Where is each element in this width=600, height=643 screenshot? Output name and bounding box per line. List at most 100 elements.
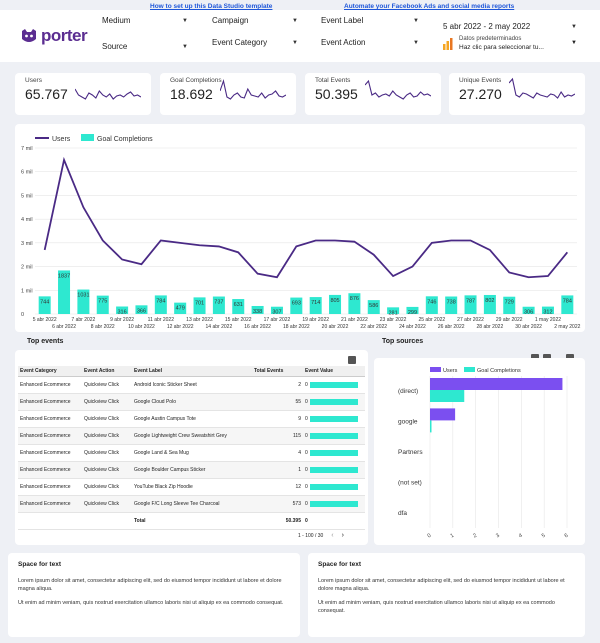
template-setup-link[interactable]: How to set up this Data Studio template: [150, 3, 273, 10]
event-action-filter[interactable]: Event Action ▼: [321, 38, 419, 47]
event-value-cell: 0: [303, 495, 365, 513]
x-tick-label: 4: [518, 533, 524, 540]
event-value-bar: [309, 416, 358, 422]
event-category-filter[interactable]: Event Category ▼: [212, 38, 298, 47]
campaign-filter[interactable]: Campaign ▼: [212, 16, 298, 25]
chevron-right-icon[interactable]: ›: [341, 532, 344, 539]
scorecard-value: 18.692: [170, 86, 213, 102]
text-block-paragraph: Lorem ipsum dolor sit amet, consectetur …: [18, 578, 282, 592]
column-header[interactable]: Event Category: [18, 366, 82, 377]
total-label: Total: [132, 512, 252, 530]
event-value-number: 0: [305, 501, 308, 507]
x-tick-label: 24 abr 2022: [399, 324, 426, 330]
table-row[interactable]: Enhanced Ecommerce Quickview Click Google …: [18, 495, 365, 513]
total-events-cell: 115: [252, 427, 303, 445]
column-header[interactable]: Event Action: [82, 366, 132, 377]
table-row[interactable]: Enhanced Ecommerce Quickview Click Google …: [18, 461, 365, 479]
event-label-filter[interactable]: Event Label ▼: [321, 16, 419, 25]
table-row[interactable]: Enhanced Ecommerce Quickview Click Android…: [18, 376, 365, 394]
goal-bar: [367, 300, 380, 314]
event-category-cell: Enhanced Ecommerce: [18, 410, 82, 428]
users-bar: [430, 378, 563, 390]
event-category-cell: Enhanced Ecommerce: [18, 393, 82, 411]
chevron-left-icon[interactable]: ‹: [331, 532, 334, 539]
x-tick-label: 19 abr 2022: [302, 317, 329, 323]
total-events-cell: 573: [252, 495, 303, 513]
legend-users-swatch: [430, 367, 441, 372]
x-tick-label: 23 abr 2022: [380, 317, 407, 323]
event-action-cell: Quickview Click: [82, 410, 132, 428]
goal-bar: [290, 297, 303, 314]
scorecard-label: Unique Events: [459, 77, 502, 84]
goal-bar: [541, 306, 554, 314]
x-tick-label: 15 abr 2022: [225, 317, 252, 323]
chart-legend: Users Goal Completions: [35, 134, 153, 143]
table-row[interactable]: Enhanced Ecommerce Quickview Click Google …: [18, 393, 365, 411]
goal-bar: [387, 307, 400, 314]
event-value-number: 0: [305, 399, 308, 405]
top-events-card: Event Category Event Action Event Label …: [15, 350, 368, 545]
event-value-cell: 0: [303, 461, 365, 479]
porter-logo: porter: [20, 26, 88, 46]
goal-bar: [329, 294, 342, 314]
event-action-cell: Quickview Click: [82, 495, 132, 513]
event-category-cell: Enhanced Ecommerce: [18, 444, 82, 462]
goal-bar: [135, 305, 148, 314]
sparkline-chart: [365, 79, 431, 100]
goal-bar: [174, 302, 187, 314]
x-tick-label: 10 abr 2022: [128, 324, 155, 330]
column-header[interactable]: Total Events: [252, 366, 303, 377]
goal-bar: [193, 297, 206, 314]
scorecard-goal-completions: Goal Completions 18.692: [160, 73, 296, 115]
x-tick-label: 8 abr 2022: [91, 324, 115, 330]
event-label-filter-label: Event Label: [321, 16, 364, 25]
x-tick-label: 5: [541, 533, 547, 540]
date-default-picker[interactable]: Datos predeterminados Haz clic para sele…: [443, 36, 577, 58]
source-filter[interactable]: Source ▼: [102, 42, 188, 51]
date-range-label: 5 abr 2022 - 2 may 2022: [443, 22, 531, 31]
event-label-cell: Google Lightweight Crew Sweatshirt Grey: [132, 427, 252, 445]
scorecard-label: Users: [25, 77, 42, 84]
export-icon[interactable]: [348, 356, 356, 364]
source-filter-label: Source: [102, 42, 128, 51]
sparkline-path: [75, 88, 141, 100]
table-row[interactable]: Enhanced Ecommerce Quickview Click Google …: [18, 410, 365, 428]
automate-reports-link[interactable]: Automate your Facebook Ads and social me…: [344, 3, 515, 10]
bar-data-label: 876: [350, 296, 359, 302]
event-value-cell: 0: [303, 410, 365, 428]
bar-data-label: 775: [98, 299, 107, 305]
table-row[interactable]: Enhanced Ecommerce Quickview Click Google …: [18, 427, 365, 445]
scorecard-value: 65.767: [25, 86, 68, 102]
goal-bar: [503, 296, 516, 314]
users-goals-chart: Users Goal Completions 7 mil 6 mil 5 mil 4 …: [21, 134, 581, 330]
bar-data-label: 744: [40, 299, 49, 305]
x-tick-label: 17 abr 2022: [264, 317, 291, 323]
medium-filter[interactable]: Medium ▼: [102, 16, 188, 25]
table-row[interactable]: Enhanced Ecommerce Quickview Click YouTube…: [18, 478, 365, 496]
goal-bar: [522, 306, 535, 314]
y-tick-label: 0: [21, 312, 24, 318]
sparkline-path: [220, 78, 286, 100]
event-category-filter-label: Event Category: [212, 38, 268, 47]
event-action-cell: Quickview Click: [82, 444, 132, 462]
column-header[interactable]: Event Label: [132, 366, 252, 377]
date-range-picker[interactable]: 5 abr 2022 - 2 may 2022 ▼: [443, 22, 577, 31]
goal-bar: [38, 296, 51, 314]
text-block-paragraph: Ut enim ad minim veniam, quis nostrud ex…: [18, 600, 284, 606]
bar-data-label: 479: [176, 306, 185, 312]
pagination-label: 1 - 100 / 30: [298, 532, 324, 539]
x-tick-label: 27 abr 2022: [457, 317, 484, 323]
goal-bar: [483, 294, 496, 314]
chevron-down-icon: ▼: [292, 39, 298, 46]
x-tick-label: 2: [472, 533, 478, 540]
users-line: [43, 156, 569, 279]
scorecard-label: Goal Completions: [170, 77, 222, 84]
goals-bar: [430, 420, 432, 433]
total-events-cell: 9: [252, 410, 303, 428]
table-row[interactable]: Enhanced Ecommerce Quickview Click Google …: [18, 444, 365, 462]
bar-data-label: 729: [505, 300, 514, 306]
chevron-down-icon: ▼: [413, 39, 419, 46]
y-tick-label: 6 mil: [21, 170, 33, 176]
column-header[interactable]: Event Value: [303, 366, 365, 377]
x-tick-label: 14 abr 2022: [206, 324, 233, 330]
